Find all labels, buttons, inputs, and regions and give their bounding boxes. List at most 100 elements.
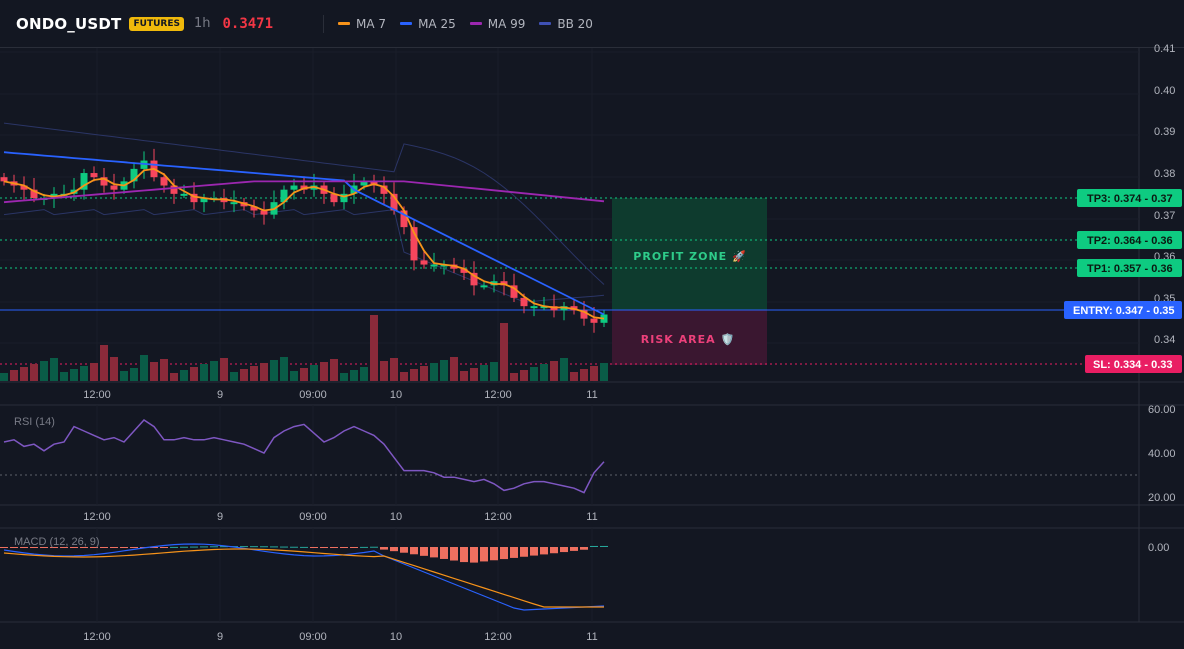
- tp2-tag[interactable]: [1077, 231, 1182, 249]
- macd-histogram-bar: [340, 547, 348, 548]
- tp2-label: TP2: 0.364 - 0.36: [1087, 235, 1173, 247]
- volume-bar: [500, 323, 508, 381]
- volume-bar: [460, 371, 468, 381]
- macd-histogram-bar: [460, 547, 468, 563]
- volume-bar: [490, 362, 498, 381]
- price-tick: 0.37: [1154, 210, 1175, 222]
- macd-histogram-bar: [550, 547, 558, 554]
- volume-bar: [40, 361, 48, 381]
- candle-body: [520, 297, 528, 307]
- legend-ma99[interactable]: MA 99: [469, 17, 525, 31]
- volume-bar: [20, 367, 28, 381]
- volume-bar: [260, 363, 268, 381]
- candle-body: [100, 177, 108, 186]
- price-tick: 0.38: [1154, 168, 1175, 180]
- macd-histogram-bar: [30, 547, 38, 548]
- candle-body: [20, 185, 28, 190]
- time-tick: 11: [586, 631, 597, 643]
- macd-histogram-bar: [240, 546, 248, 548]
- time-tick: 12:00: [83, 631, 111, 643]
- macd-histogram-bar: [390, 547, 398, 552]
- time-tick: 12:00: [484, 511, 512, 523]
- candle-body: [590, 318, 598, 323]
- time-tick: 9: [217, 389, 223, 401]
- ma25-swatch: [400, 22, 413, 25]
- volume-bar: [470, 368, 478, 381]
- candle-body: [190, 193, 198, 203]
- entry-tag[interactable]: [1064, 301, 1182, 319]
- candle-body: [90, 173, 98, 178]
- candle-body: [540, 306, 548, 309]
- macd-histogram-bar: [400, 547, 408, 553]
- candle-body: [160, 177, 168, 186]
- volume-bar: [0, 373, 8, 381]
- macd-histogram-bar: [160, 547, 168, 548]
- volume-bar: [140, 355, 148, 381]
- time-tick: 09:00: [299, 511, 327, 523]
- candle-body: [290, 185, 298, 190]
- candle-body: [250, 206, 258, 211]
- macd-histogram-bar: [440, 547, 448, 559]
- rsi-tick: 40.00: [1148, 448, 1176, 460]
- profit-zone-label: PROFIT ZONE 🚀: [633, 250, 746, 263]
- candle-body: [380, 185, 388, 194]
- timeframe-label[interactable]: 1h: [193, 16, 211, 31]
- time-tick: 10: [390, 511, 402, 523]
- time-tick: 9: [217, 631, 223, 643]
- tp1-tag[interactable]: [1077, 259, 1182, 277]
- profit-zone: [612, 198, 767, 310]
- rsi-label: RSI (14): [14, 416, 55, 428]
- macd-histogram-bar: [80, 547, 88, 548]
- macd-histogram-bar: [40, 547, 48, 548]
- macd-histogram-bar: [570, 547, 578, 551]
- tp3-tag[interactable]: [1077, 189, 1182, 207]
- candle-body: [200, 198, 208, 203]
- tp3-label: TP3: 0.374 - 0.37: [1087, 193, 1173, 205]
- candle-body: [0, 177, 8, 182]
- macd-histogram-bar: [490, 547, 498, 561]
- candle-body: [530, 306, 538, 309]
- volume-bar: [560, 358, 568, 381]
- legend-bb20[interactable]: BB 20: [539, 17, 593, 31]
- candle-body: [400, 210, 408, 228]
- candle-body: [110, 185, 118, 190]
- volume-bar: [220, 358, 228, 381]
- volume-bar: [60, 372, 68, 381]
- candle-body: [330, 193, 338, 203]
- macd-histogram-bar: [220, 546, 228, 548]
- volume-bar: [100, 345, 108, 381]
- macd-histogram-bar: [370, 546, 378, 548]
- volume-bar: [240, 369, 248, 381]
- legend-ma7[interactable]: MA 7: [338, 17, 386, 31]
- candle-body: [430, 264, 438, 267]
- candle-body: [280, 189, 288, 203]
- candle-body: [420, 260, 428, 265]
- volume-bar: [320, 362, 328, 381]
- candle-body: [390, 193, 398, 211]
- time-tick: 12:00: [83, 389, 111, 401]
- macd-histogram-bar: [180, 546, 188, 548]
- chart-header: ONDO_USDT FUTURES 1h 0.3471 MA 7 MA 25 M…: [0, 0, 1184, 48]
- volume-bar: [520, 370, 528, 381]
- volume-bar: [250, 366, 258, 381]
- macd-histogram-bar: [600, 545, 608, 547]
- macd-histogram-bar: [420, 547, 428, 556]
- legend-ma25[interactable]: MA 25: [400, 17, 456, 31]
- volume-bar: [450, 357, 458, 381]
- macd-histogram-bar: [480, 547, 488, 562]
- bb20-swatch: [539, 22, 552, 25]
- macd-histogram-bar: [120, 547, 128, 548]
- volume-bar: [200, 364, 208, 381]
- candle-body: [260, 210, 268, 215]
- volume-bar: [480, 365, 488, 381]
- volume-bar: [90, 363, 98, 381]
- candle-body: [170, 185, 178, 194]
- macd-histogram-bar: [20, 547, 28, 548]
- tp1-label: TP1: 0.357 - 0.36: [1087, 263, 1173, 275]
- volume-bar: [230, 372, 238, 381]
- sl-tag[interactable]: [1085, 355, 1182, 373]
- price-tick: 0.40: [1154, 85, 1175, 97]
- symbol-name[interactable]: ONDO_USDT: [16, 14, 122, 33]
- macd-histogram-bar: [520, 547, 528, 557]
